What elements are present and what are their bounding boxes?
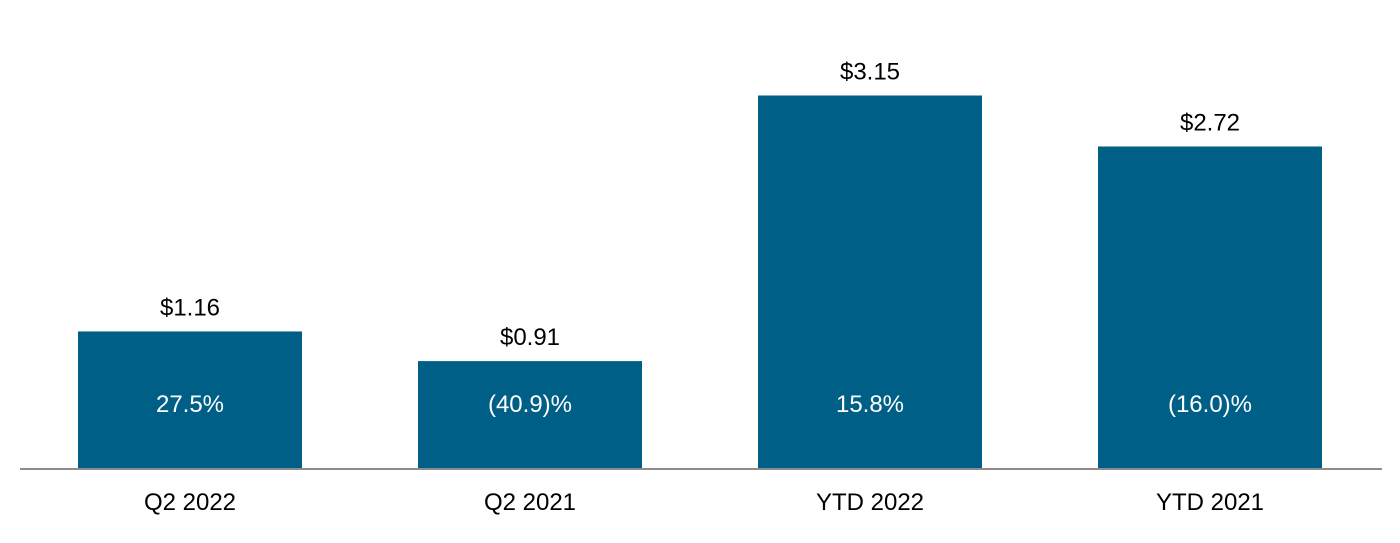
value-label-q2-2021: $0.91 bbox=[500, 324, 560, 351]
bar-ytd-2021 bbox=[1098, 146, 1322, 469]
category-label-q2-2022: Q2 2022 bbox=[144, 489, 236, 516]
inner-label-q2-2021: (40.9)% bbox=[488, 391, 572, 418]
labels-layer: $1.16 27.5% Q2 2022 $0.91 (40.9)% Q2 2021 $3.1… bbox=[144, 59, 1264, 517]
bar-q2-2021 bbox=[418, 361, 642, 469]
bar-ytd-2022 bbox=[758, 95, 982, 469]
bar-q2-2022 bbox=[78, 331, 302, 469]
value-label-q2-2022: $1.16 bbox=[160, 294, 220, 321]
bars-layer bbox=[78, 95, 1322, 469]
category-label-ytd-2022: YTD 2022 bbox=[816, 489, 924, 516]
value-label-ytd-2021: $2.72 bbox=[1180, 109, 1240, 136]
inner-label-q2-2022: 27.5% bbox=[156, 391, 224, 418]
category-label-ytd-2021: YTD 2021 bbox=[1156, 489, 1264, 516]
inner-label-ytd-2022: 15.8% bbox=[836, 391, 904, 418]
value-label-ytd-2022: $3.15 bbox=[840, 59, 900, 86]
inner-label-ytd-2021: (16.0)% bbox=[1168, 391, 1252, 418]
category-label-q2-2021: Q2 2021 bbox=[484, 489, 576, 516]
